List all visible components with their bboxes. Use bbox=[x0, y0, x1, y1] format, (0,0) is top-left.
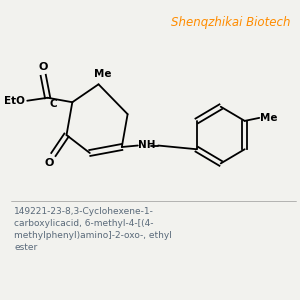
Text: NH: NH bbox=[138, 140, 156, 150]
Text: EtO: EtO bbox=[4, 96, 25, 106]
Text: Shenqzhikai Biotech: Shenqzhikai Biotech bbox=[171, 16, 291, 28]
Text: O: O bbox=[38, 62, 48, 72]
Text: Me: Me bbox=[260, 113, 278, 123]
Text: Me: Me bbox=[94, 69, 112, 79]
Text: C: C bbox=[50, 99, 58, 109]
Text: 149221-23-8,3-Cyclohexene-1-
carboxylicacid, 6-methyl-4-[(4-
methylphenyl)amino]: 149221-23-8,3-Cyclohexene-1- carboxylica… bbox=[14, 207, 172, 252]
Text: O: O bbox=[44, 158, 54, 168]
